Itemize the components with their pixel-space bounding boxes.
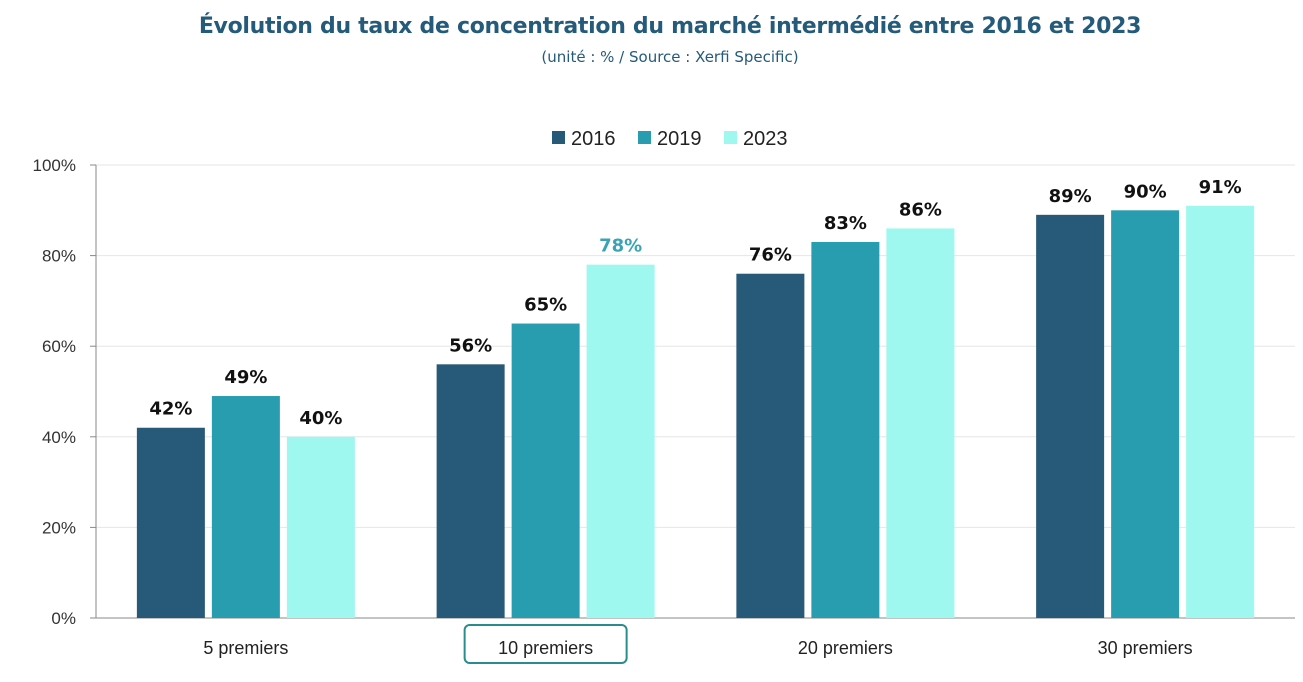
x-category-label: 30 premiers (1098, 638, 1193, 658)
y-tick-label: 0% (51, 609, 76, 628)
bar-2019-2 (811, 242, 880, 618)
y-tick-label: 100% (33, 156, 76, 175)
bar-2019-1 (511, 323, 580, 618)
legend-label: 2019 (657, 128, 702, 150)
data-label: 65% (524, 295, 567, 316)
legend-label: 2023 (743, 128, 788, 150)
data-label: 86% (899, 199, 942, 220)
data-label: 49% (224, 367, 267, 388)
bar-2019-3 (1111, 210, 1180, 619)
y-tick-label: 60% (42, 337, 76, 356)
data-label: 89% (1049, 186, 1092, 207)
chart-subtitle: (unité : % / Source : Xerfi Specific) (541, 48, 799, 66)
bar-2023-2 (886, 228, 955, 619)
y-tick-label: 20% (42, 518, 76, 537)
data-label: 56% (449, 335, 492, 356)
y-tick-label: 80% (42, 247, 76, 266)
data-label: 83% (824, 213, 867, 234)
chart-title: Évolution du taux de concentration du ma… (198, 14, 1142, 39)
bar-2019-0 (211, 396, 280, 618)
category-highlight-box (463, 624, 628, 664)
x-category-label: 5 premiers (203, 638, 288, 658)
data-label: 40% (299, 408, 342, 429)
bar-2023-1 (586, 264, 655, 618)
legend-swatch-2023 (724, 131, 737, 144)
data-label: 90% (1124, 181, 1167, 202)
data-label: 91% (1199, 177, 1242, 198)
bar-2016-3 (1036, 214, 1105, 618)
bar-2016-0 (136, 427, 205, 618)
data-label: 42% (149, 399, 192, 420)
y-tick-label: 40% (42, 428, 76, 447)
bar-2016-1 (436, 364, 505, 618)
bar-2023-0 (286, 436, 355, 618)
data-label: 78% (599, 236, 642, 257)
bar-2016-2 (736, 273, 805, 618)
legend-swatch-2019 (638, 131, 651, 144)
x-category-label: 20 premiers (798, 638, 893, 658)
legend-swatch-2016 (552, 131, 565, 144)
bar-2023-3 (1186, 205, 1255, 618)
legend-label: 2016 (571, 128, 616, 150)
data-label: 76% (749, 245, 792, 266)
x-category-label: 10 premiers (498, 638, 593, 658)
